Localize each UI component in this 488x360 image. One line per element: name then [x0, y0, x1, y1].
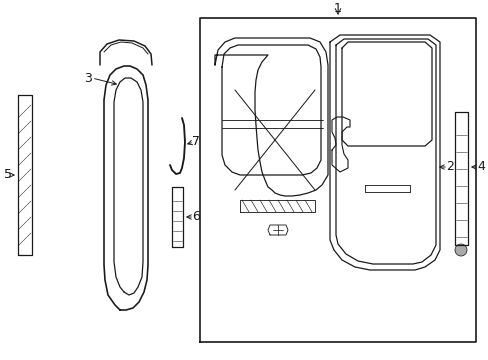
Text: 1: 1	[333, 1, 341, 14]
Circle shape	[454, 244, 466, 256]
Text: 6: 6	[192, 211, 200, 224]
Text: 4: 4	[476, 161, 484, 174]
Text: 3: 3	[84, 72, 92, 85]
Text: 7: 7	[192, 135, 200, 148]
Text: 2: 2	[445, 161, 453, 174]
Text: 5: 5	[4, 168, 12, 181]
